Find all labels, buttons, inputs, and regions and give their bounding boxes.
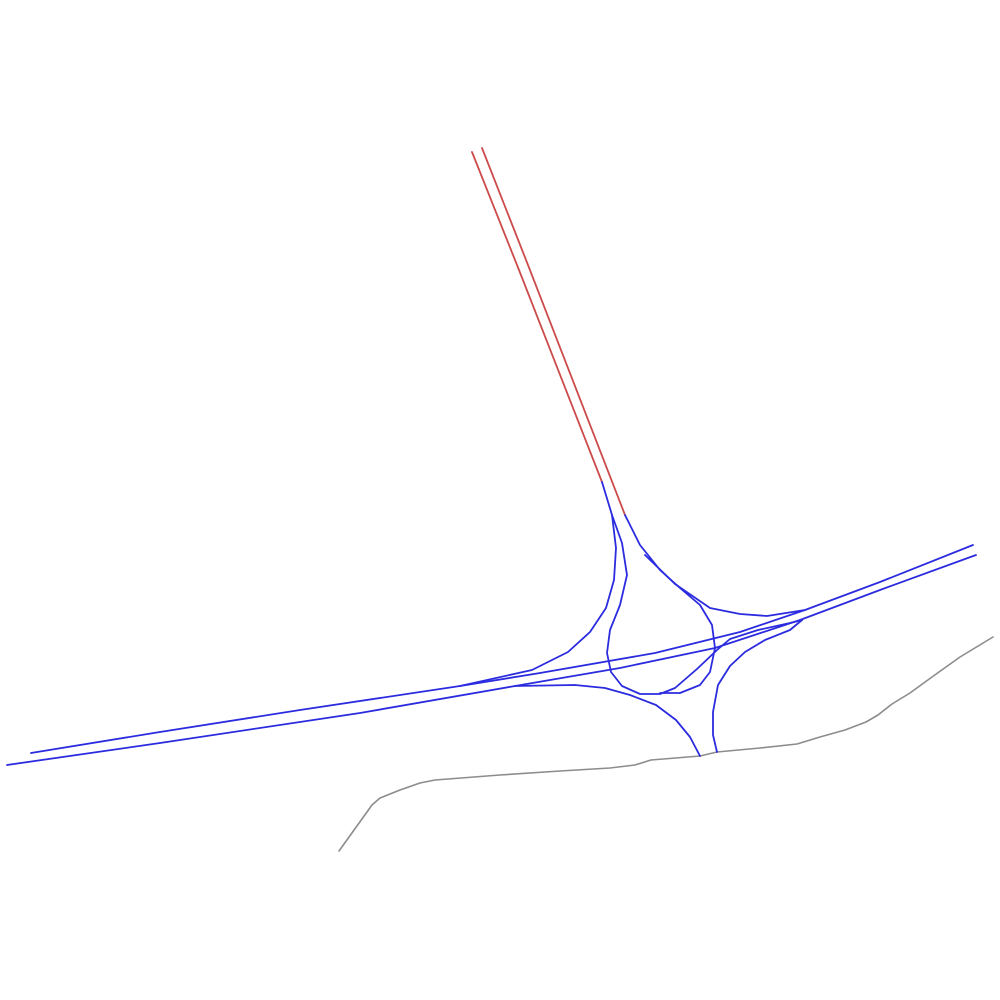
ramp-southeast-connector[interactable] xyxy=(712,619,803,753)
motorway-south-carriageway[interactable] xyxy=(6,554,977,766)
ramp-east-merge[interactable] xyxy=(644,554,806,617)
trunk-road-west-carriageway[interactable] xyxy=(471,151,603,483)
ramp-southwest-loop[interactable] xyxy=(514,684,701,757)
ramp-northeast-curve[interactable] xyxy=(624,514,716,694)
motorway-north-carriageway[interactable] xyxy=(30,544,974,754)
minor-road[interactable] xyxy=(338,636,994,852)
ramp-west-slip[interactable] xyxy=(459,481,617,687)
ramp-inner-loop[interactable] xyxy=(606,514,803,695)
trunk-road-east-carriageway[interactable] xyxy=(481,147,626,516)
